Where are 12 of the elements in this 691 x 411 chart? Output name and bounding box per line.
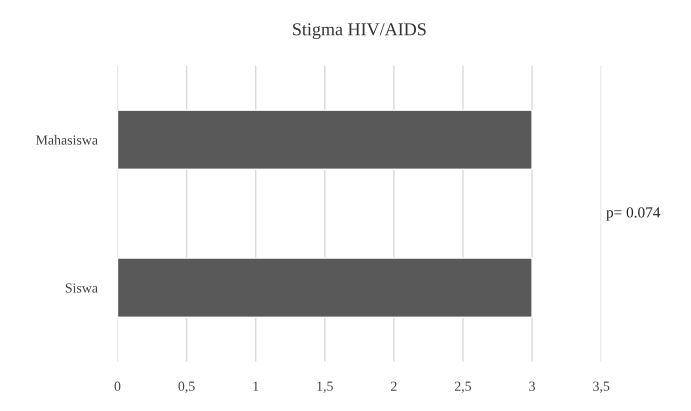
x-tick-label: 1,5 xyxy=(317,382,333,393)
text: p= 0.074 xyxy=(606,207,660,221)
x-tick-label: 2 xyxy=(391,382,397,391)
y-tick-label: Mahasiswa xyxy=(36,134,98,145)
x-tick-label: 0,5 xyxy=(178,382,195,393)
x-tick-label: 2,5 xyxy=(454,382,472,393)
chart-title: Stigma HIV/AIDS xyxy=(293,23,426,40)
x-tick-label: 3 xyxy=(529,382,535,391)
x-tick-label: 0 xyxy=(114,382,120,391)
x-tick-label: 3,5 xyxy=(593,382,610,393)
y-tick-label: Siswa xyxy=(66,283,98,293)
x-tick-label: 1 xyxy=(253,382,258,391)
